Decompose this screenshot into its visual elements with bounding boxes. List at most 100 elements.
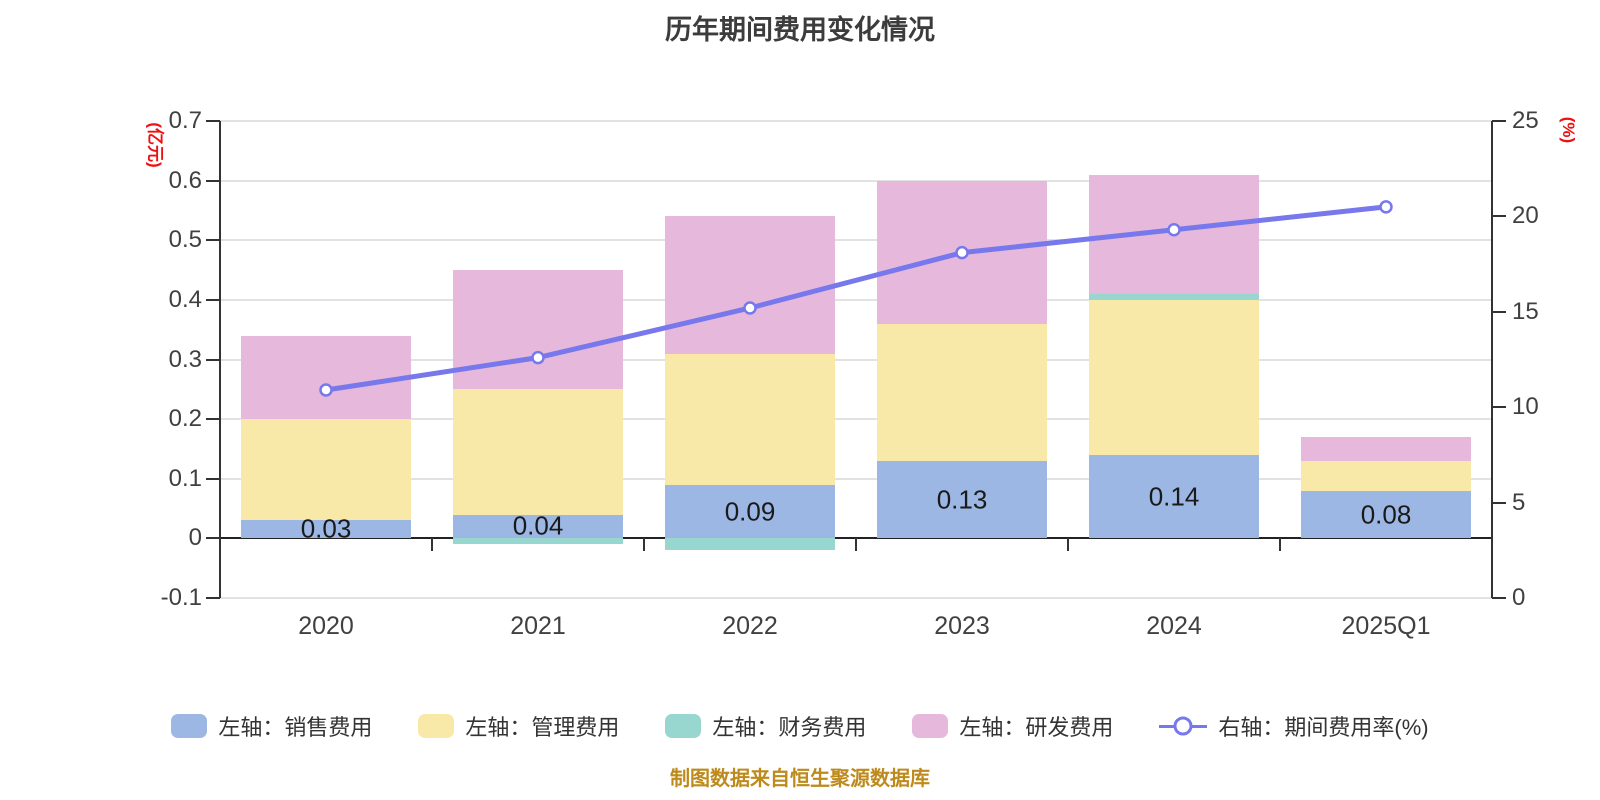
y-axis-tick-left — [206, 298, 220, 301]
x-axis-tick — [431, 538, 433, 552]
y-axis-tick-left — [206, 477, 220, 480]
bar-value-label: 0.08 — [1360, 499, 1412, 530]
x-axis-tick — [643, 538, 645, 552]
y-axis-label-left: 0.7 — [168, 107, 202, 134]
legend: 左轴：销售费用 左轴：管理费用 左轴：财务费用 左轴：研发费用 右轴：期间费用率(%) — [0, 706, 1600, 746]
bar-segment[interactable] — [1089, 454, 1259, 539]
bar-segment[interactable] — [665, 216, 835, 354]
legend-swatch — [418, 714, 455, 738]
legend-item[interactable]: 左轴：财务费用 — [665, 710, 866, 742]
y-axis-label-left: 0.2 — [168, 405, 202, 433]
legend-label: 右轴：期间费用率(%) — [1218, 715, 1429, 740]
x-axis-tick — [219, 538, 221, 552]
bar-segment[interactable] — [453, 538, 623, 545]
y-axis-label-left: 0.3 — [168, 345, 202, 373]
bar-segment[interactable] — [1301, 490, 1471, 539]
y-axis-label-right: 0 — [1512, 584, 1526, 611]
chart-title: 历年期间费用变化情况 — [665, 15, 935, 45]
bar-segment[interactable] — [241, 335, 411, 420]
y-axis-tick-right — [1492, 310, 1506, 313]
bar-segment[interactable] — [665, 353, 835, 485]
legend-swatch — [912, 714, 949, 738]
y-axis-tick-left — [206, 418, 220, 421]
legend-label: 左轴：销售费用 — [218, 715, 373, 740]
bar-value-label: 0.04 — [512, 510, 564, 541]
y-axis-tick-right — [1492, 215, 1506, 218]
legend-swatch — [171, 714, 208, 738]
x-axis-tick — [1491, 538, 1493, 552]
legend-label: 左轴：财务费用 — [712, 715, 867, 740]
x-axis-label: 2023 — [934, 612, 990, 640]
bar-segment[interactable] — [1301, 437, 1471, 461]
bar-segment[interactable] — [877, 460, 1047, 539]
y-axis-tick-right — [1492, 597, 1506, 599]
x-axis-label: 2025Q1 — [1341, 612, 1431, 640]
x-axis-label: 2020 — [298, 612, 354, 640]
y-axis-label-right: 10 — [1512, 393, 1539, 421]
y-axis-label-left: 0 — [188, 524, 202, 552]
y-axis-label-right: 5 — [1512, 488, 1526, 516]
legend-item[interactable]: 左轴：管理费用 — [418, 710, 619, 742]
bar-value-label: 0.13 — [936, 484, 988, 515]
y-axis-tick-left — [206, 358, 220, 361]
x-axis-tick — [1279, 538, 1281, 552]
bar-segment[interactable] — [1089, 299, 1259, 455]
y-axis-tick-right — [1492, 406, 1506, 409]
legend-label: 左轴：管理费用 — [465, 715, 620, 740]
left-axis-spine — [219, 121, 221, 598]
legend-item[interactable]: 左轴：销售费用 — [171, 710, 372, 742]
y-axis-label-left: -0.1 — [160, 584, 202, 611]
bar-segment[interactable] — [453, 270, 623, 390]
gridline — [220, 120, 1492, 122]
bar-segment[interactable] — [241, 419, 411, 521]
gridline — [220, 179, 1492, 182]
x-axis-label: 2024 — [1146, 612, 1202, 640]
bar-segment[interactable] — [1301, 460, 1471, 491]
y-axis-label-right: 25 — [1512, 107, 1539, 134]
bar-segment[interactable] — [241, 520, 411, 539]
x-axis-tick — [855, 538, 857, 552]
y-axis-tick-left — [206, 179, 220, 182]
legend-item[interactable]: 左轴：研发费用 — [912, 710, 1113, 742]
bar-segment[interactable] — [453, 389, 623, 515]
legend-item[interactable]: 右轴：期间费用率(%) — [1159, 710, 1429, 742]
gridline — [220, 239, 1492, 242]
bar-segment[interactable] — [665, 538, 835, 551]
bar-segment[interactable] — [1089, 293, 1259, 300]
x-axis-tick — [1067, 538, 1069, 552]
y-axis-tick-left — [206, 597, 220, 599]
y-axis-tick-right — [1492, 120, 1506, 122]
bar-value-label: 0.03 — [300, 513, 352, 544]
y-axis-tick-left — [206, 537, 220, 540]
y-axis-label-right: 15 — [1512, 297, 1539, 325]
bar-segment[interactable] — [1089, 174, 1259, 294]
right-axis-spine — [1491, 121, 1493, 598]
bar-value-label: 0.14 — [1148, 481, 1200, 512]
gridline — [220, 597, 1492, 599]
y-axis-tick-right — [1492, 501, 1506, 504]
legend-swatch — [665, 714, 702, 738]
y-axis-tick-left — [206, 239, 220, 242]
y-axis-label-left: 0.4 — [168, 285, 202, 313]
legend-label: 左轴：研发费用 — [959, 715, 1114, 740]
x-axis-label: 2022 — [722, 612, 778, 640]
bar-segment[interactable] — [665, 484, 835, 539]
gridline — [220, 298, 1492, 301]
y-axis-tick-left — [206, 120, 220, 122]
footer-source-note: 制图数据来自恒生聚源数据库 — [670, 768, 930, 790]
legend-line-marker — [1159, 714, 1208, 738]
bar-value-label: 0.09 — [724, 496, 776, 527]
gridline — [220, 477, 1492, 480]
y-axis-label-left: 0.1 — [168, 464, 202, 492]
y-axis-label-left: 0.5 — [168, 226, 202, 254]
bar-segment[interactable] — [877, 180, 1047, 324]
legend-line-dot — [1173, 716, 1193, 736]
bar-segment[interactable] — [453, 514, 623, 539]
bar-segment[interactable] — [877, 323, 1047, 461]
y-axis-label-right: 20 — [1512, 202, 1539, 230]
gridline — [220, 418, 1492, 421]
y-axis-label-left: 0.6 — [168, 166, 202, 194]
x-axis-label: 2021 — [510, 612, 566, 640]
